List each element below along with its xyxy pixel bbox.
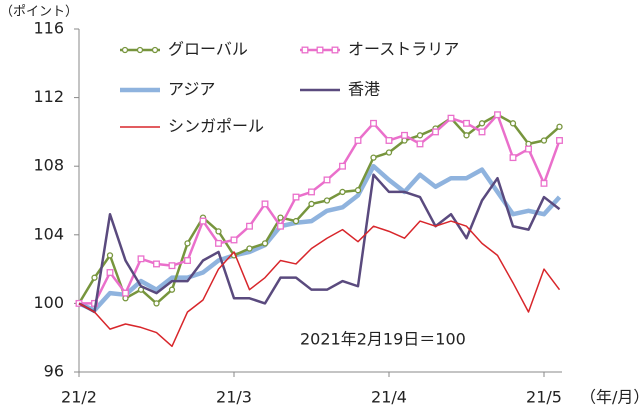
marker <box>416 132 424 139</box>
y-tick-label: 112 <box>33 87 64 106</box>
x-unit-label: （年/月） <box>580 388 640 407</box>
x-tick-label: 21/5 <box>526 388 562 407</box>
marker <box>339 162 346 170</box>
marker <box>153 300 160 307</box>
marker <box>215 239 222 247</box>
marker <box>215 228 222 235</box>
marker <box>339 188 346 196</box>
series-line <box>78 173 561 314</box>
marker <box>447 114 455 122</box>
marker <box>106 252 114 259</box>
marker <box>463 132 470 139</box>
marker <box>556 137 563 144</box>
marker <box>168 286 176 293</box>
marker <box>199 217 207 225</box>
marker <box>509 120 517 127</box>
marker <box>370 154 377 161</box>
marker <box>354 137 362 144</box>
y-unit-label: （ポイント） <box>0 5 78 20</box>
series-line <box>78 220 561 348</box>
marker <box>137 255 145 263</box>
marker <box>432 128 439 136</box>
y-tick-label: 116 <box>33 19 64 38</box>
marker <box>525 145 532 153</box>
marker <box>540 137 548 144</box>
y-tick-label: 108 <box>33 156 64 175</box>
legend-label: 香港 <box>348 80 380 99</box>
marker <box>385 149 393 156</box>
marker <box>301 46 309 54</box>
marker <box>121 46 129 54</box>
marker <box>509 154 517 162</box>
marker <box>277 222 284 230</box>
marker <box>153 260 160 268</box>
marker <box>168 262 176 270</box>
x-tick-label: 21/3 <box>216 388 252 407</box>
marker <box>261 240 269 247</box>
marker <box>261 200 269 208</box>
marker <box>230 236 238 244</box>
legend-label: グローバル <box>168 40 248 59</box>
legend-label: アジア <box>168 80 215 99</box>
marker <box>184 240 191 247</box>
marker <box>308 200 315 208</box>
marker <box>478 128 486 136</box>
legend-label: シンガポール <box>168 117 264 136</box>
marker <box>370 119 377 127</box>
marker <box>246 222 253 230</box>
marker <box>323 176 331 184</box>
legend-label: オーストラリア <box>348 40 459 59</box>
marker <box>385 137 393 144</box>
series-line <box>79 113 561 305</box>
marker <box>308 188 315 196</box>
marker <box>292 193 300 201</box>
marker <box>494 111 501 119</box>
marker <box>91 274 98 281</box>
marker <box>401 131 408 139</box>
marker <box>331 46 339 54</box>
marker <box>122 289 129 297</box>
marker <box>184 257 191 264</box>
marker <box>463 119 470 127</box>
x-tick-label: 21/4 <box>371 388 407 407</box>
marker <box>316 46 324 54</box>
marker <box>323 197 331 204</box>
marker <box>136 46 144 54</box>
x-tick-label: 21/2 <box>61 388 97 407</box>
marker <box>416 140 424 148</box>
marker <box>354 187 362 194</box>
marker <box>151 46 159 54</box>
marker <box>292 217 300 225</box>
marker <box>556 123 563 130</box>
marker <box>478 120 486 127</box>
y-tick-label: 104 <box>33 224 64 243</box>
marker <box>540 179 548 187</box>
series-line <box>78 163 562 313</box>
y-tick-label: 100 <box>33 293 64 312</box>
series-line <box>77 113 561 305</box>
marker <box>246 245 253 252</box>
annotation: 2021年2月19日＝100 <box>300 330 466 349</box>
y-tick-label: 96 <box>44 362 64 381</box>
marker <box>277 214 284 221</box>
marker <box>106 269 114 276</box>
